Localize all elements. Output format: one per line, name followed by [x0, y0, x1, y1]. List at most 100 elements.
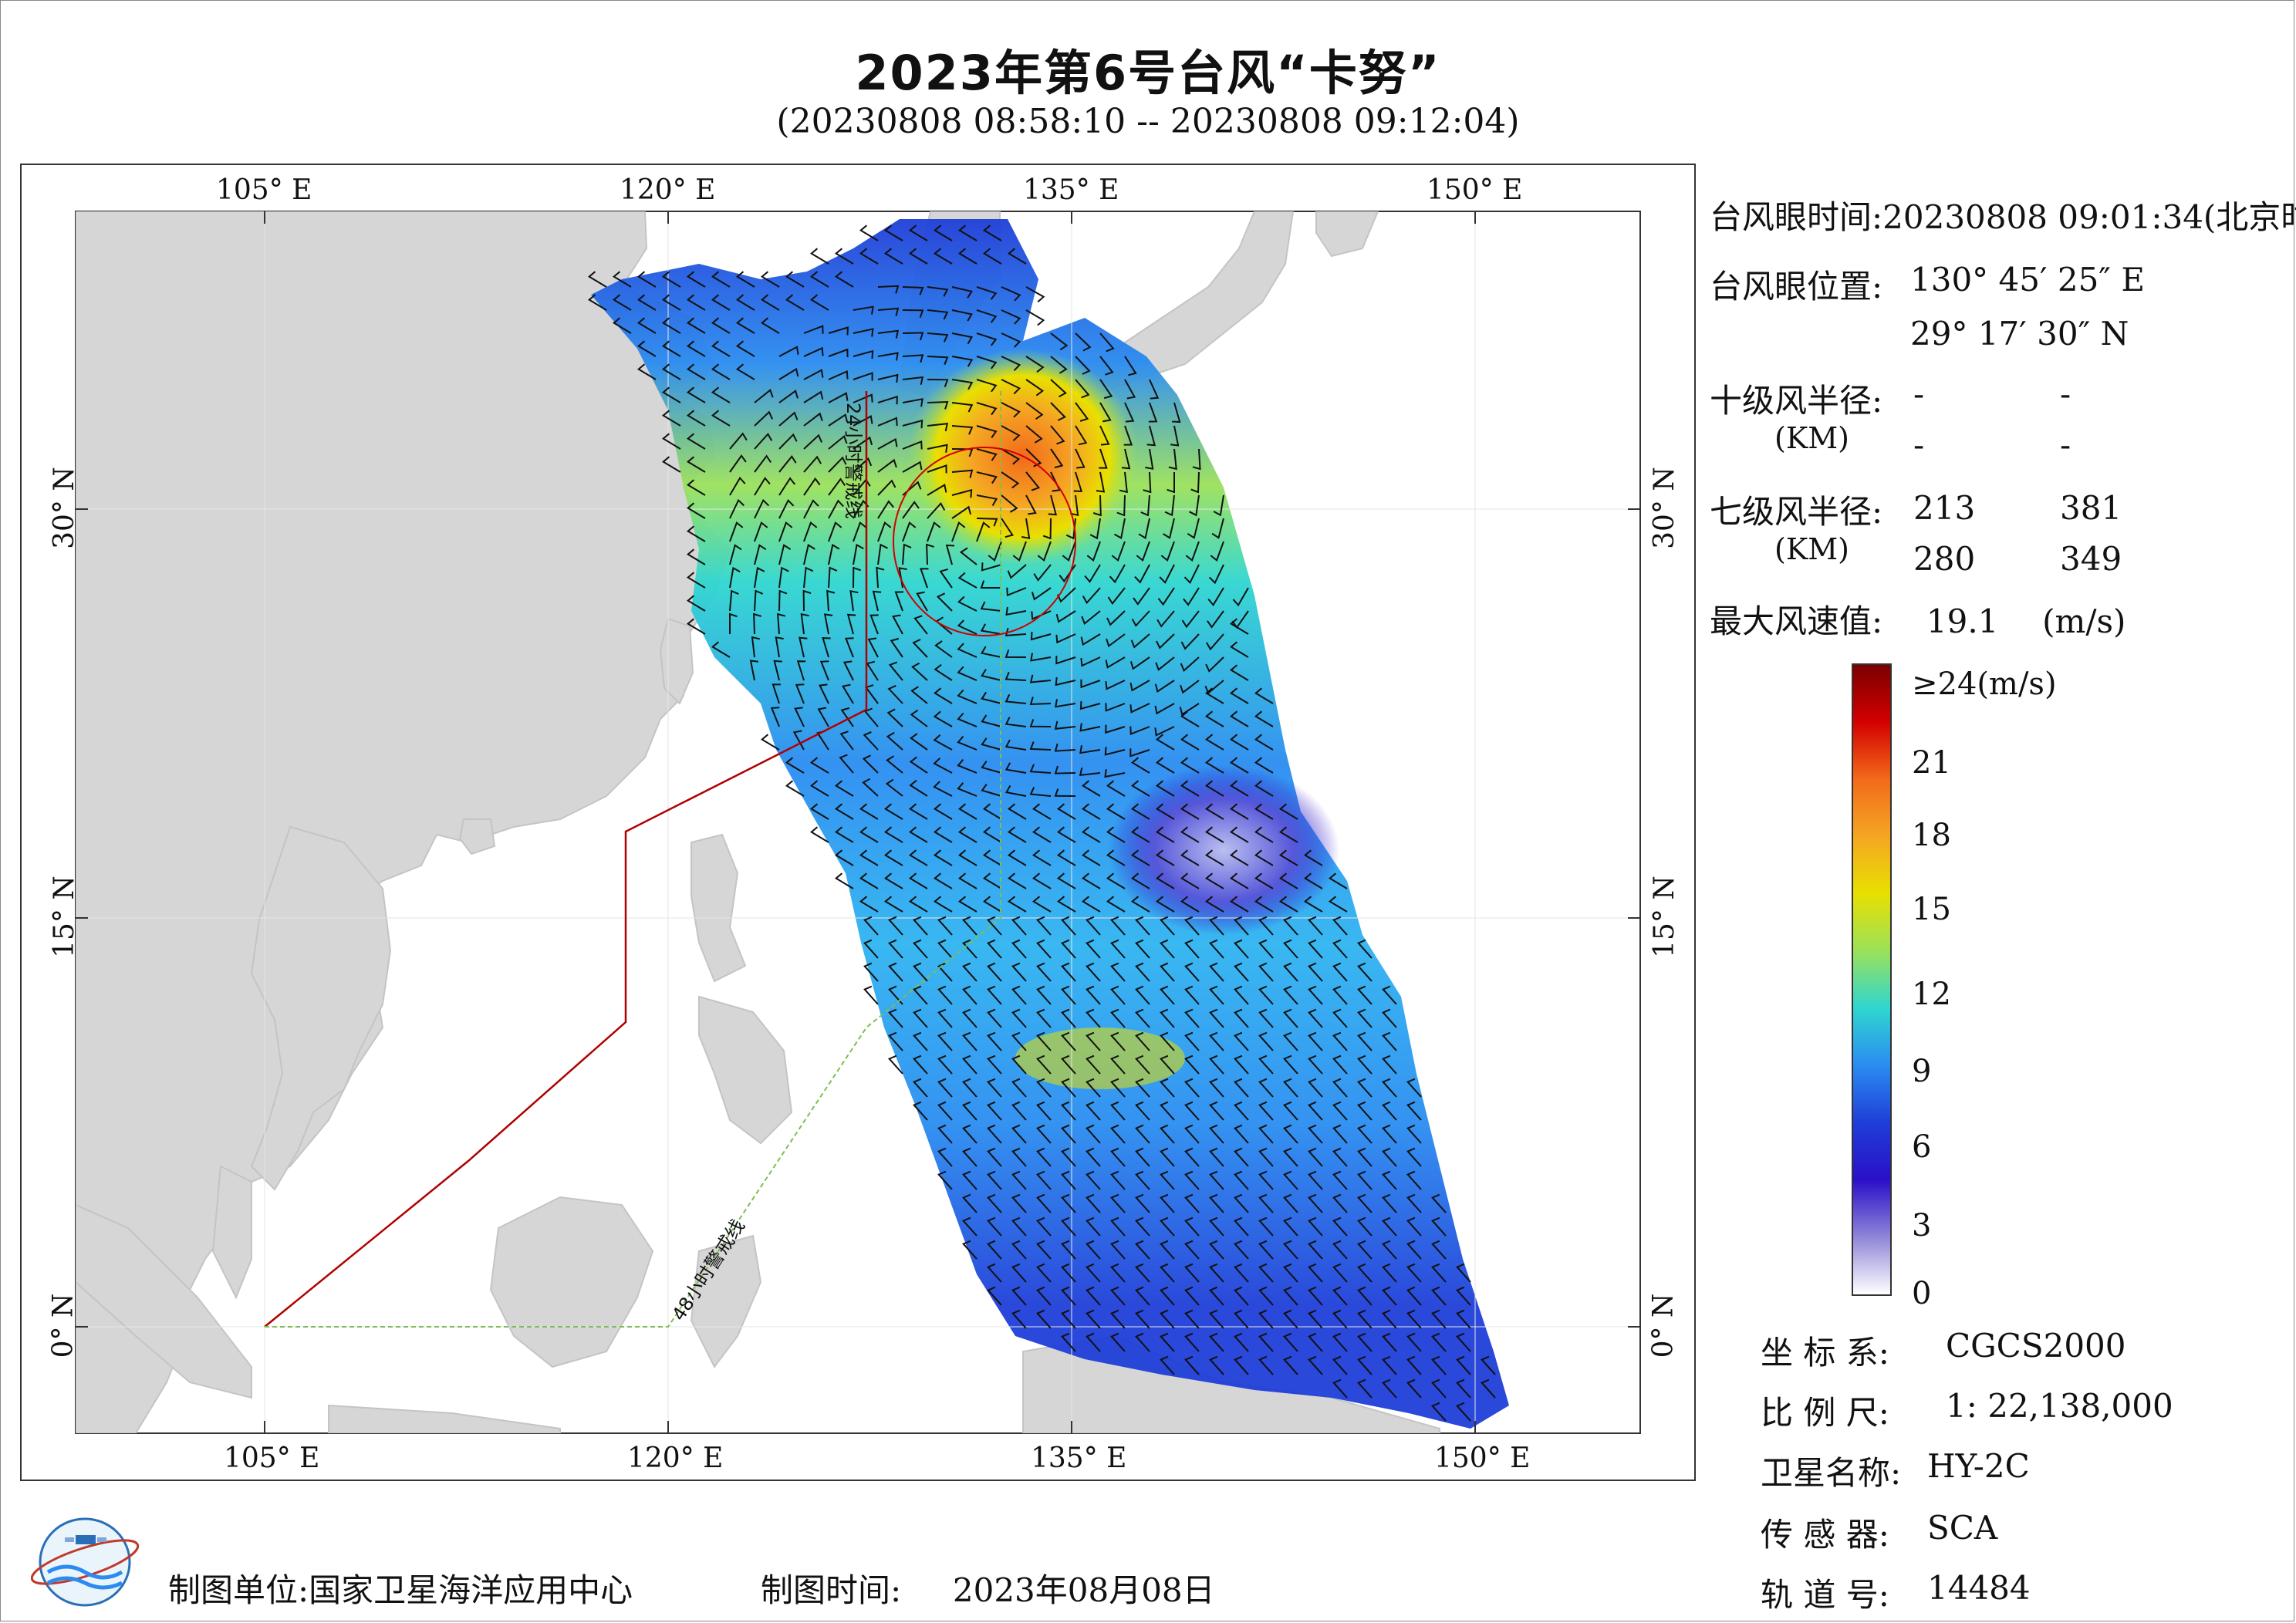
wind-barb [987, 1078, 1002, 1098]
wind-barb [1258, 962, 1274, 982]
wind-barb [1145, 448, 1154, 470]
wind-barb [799, 636, 808, 658]
wind-barb [1155, 826, 1175, 843]
wind-barb [1001, 379, 1021, 395]
wind-barb [1278, 803, 1298, 820]
wind-barb [1155, 757, 1175, 774]
wind-barb [863, 731, 879, 751]
wind-barb [1308, 1054, 1323, 1075]
lon-label-bottom-135: 135° E [1031, 1442, 1127, 1474]
wind-barb [1184, 1078, 1200, 1098]
r7-value-nw: 381 [2060, 489, 2122, 527]
wind-barb [1160, 1332, 1175, 1352]
wind-barb [957, 572, 977, 589]
wind-barb [1011, 916, 1027, 936]
wind-barb [1160, 1124, 1175, 1144]
wind-barb [902, 521, 917, 542]
wind-barb [1283, 1309, 1298, 1329]
wind-barb [1061, 985, 1076, 1005]
wind-barb [1061, 1286, 1076, 1306]
wind-barb [883, 872, 903, 889]
wind-barb [962, 985, 977, 1005]
wind-barb [1155, 803, 1175, 820]
wind-barb [1206, 633, 1224, 651]
wind-barb [886, 708, 903, 727]
wind-barb [859, 872, 879, 889]
wind-barb [987, 1031, 1002, 1051]
colorbar-label-3: 3 [1912, 1208, 1932, 1243]
wind-barb [1099, 402, 1112, 423]
wind-barb [1086, 1240, 1101, 1260]
wind-barb [809, 780, 829, 797]
r7-label: 七级风半径: [1710, 493, 1883, 531]
colorbar-label-24: ≥24(m/s) [1912, 666, 2057, 702]
wind-barb [828, 326, 849, 336]
wind-barb [1110, 1101, 1126, 1121]
r7-value-sw: 349 [2060, 540, 2122, 578]
wind-barb [735, 271, 755, 288]
wind-barb [902, 419, 923, 429]
wind-barb [962, 1008, 977, 1028]
wind-barb [1160, 916, 1175, 936]
wind-barb [1155, 872, 1175, 889]
wind-barb [834, 872, 854, 889]
wind-barb [1135, 985, 1150, 1005]
wind-barb [778, 544, 792, 565]
wind-barb [828, 392, 849, 403]
wind-barb [1106, 826, 1126, 843]
wind-barb [1209, 1101, 1224, 1121]
wind-barb [1080, 656, 1101, 667]
wind-barb [1234, 1054, 1249, 1075]
wind-barb [1229, 849, 1249, 866]
wind-barb [1332, 1078, 1348, 1098]
wind-barb [686, 433, 706, 450]
wind-barb [1160, 1355, 1175, 1375]
wind-barb [859, 224, 879, 241]
wind-barb [1050, 332, 1069, 351]
wind-barb [1031, 587, 1052, 601]
wind-barb [1061, 1263, 1076, 1283]
wind-barb [1308, 985, 1323, 1005]
wind-barb [1283, 1263, 1298, 1283]
wind-barb [754, 589, 764, 612]
wind-barb [1254, 849, 1274, 866]
warning-line-24h [264, 391, 868, 1328]
wind-barb [1180, 656, 1200, 672]
wind-barb [1184, 916, 1200, 936]
colorbar-label-6: 6 [1912, 1129, 1932, 1165]
wind-barb [1209, 1332, 1224, 1352]
wind-barb [927, 484, 947, 496]
wind-barb [1081, 803, 1101, 820]
wind-barb [1135, 1101, 1150, 1121]
wind-barb [1110, 1031, 1126, 1051]
wind-barb [686, 572, 706, 589]
wind-barb [1007, 803, 1027, 820]
wind-barb [828, 456, 847, 473]
wind-barb [933, 872, 953, 889]
wind-barb [1357, 1378, 1373, 1399]
wind-barb [1079, 767, 1101, 777]
wind-barb [1406, 1332, 1422, 1352]
wind-barb [1332, 1378, 1348, 1399]
wind-barb [957, 759, 977, 774]
wind-barb [711, 294, 731, 311]
wind-barb [1406, 1193, 1422, 1213]
wind-barb [1204, 849, 1224, 866]
wind-barb [785, 271, 805, 288]
wind-barb [1086, 1147, 1101, 1167]
wind-barb [1258, 1101, 1274, 1121]
wind-barb [883, 896, 903, 913]
wind-barb [1283, 962, 1298, 982]
wind-barb [908, 248, 928, 265]
wind-barb [661, 433, 681, 450]
wind-barb [1382, 1031, 1397, 1051]
wind-barb [1258, 916, 1274, 936]
wind-barb [902, 376, 924, 385]
wind-barb [842, 660, 854, 681]
wind-barb [976, 402, 998, 416]
wind-barb [982, 849, 1002, 866]
wind-barb [754, 454, 772, 473]
wind-barb [1079, 723, 1101, 732]
wind-barb [1089, 518, 1101, 540]
wind-barb [1180, 680, 1200, 694]
